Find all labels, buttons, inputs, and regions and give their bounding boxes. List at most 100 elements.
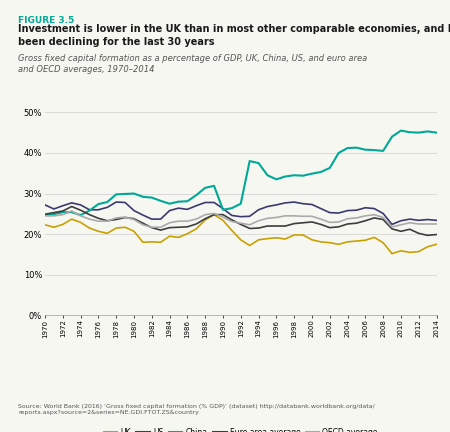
UK bbox=[131, 229, 137, 234]
OECD average bbox=[149, 225, 154, 230]
Euro area average bbox=[212, 212, 217, 217]
Euro area average bbox=[256, 226, 261, 231]
US bbox=[256, 207, 261, 213]
UK bbox=[336, 242, 341, 247]
US bbox=[265, 204, 270, 209]
OECD average bbox=[69, 208, 74, 213]
Euro area average bbox=[363, 218, 368, 223]
China bbox=[407, 130, 413, 135]
Euro area average bbox=[265, 223, 270, 229]
China bbox=[51, 212, 57, 217]
China bbox=[122, 191, 128, 197]
US bbox=[220, 206, 225, 211]
China bbox=[87, 208, 92, 213]
China bbox=[292, 173, 297, 178]
Text: FIGURE 3.5: FIGURE 3.5 bbox=[18, 16, 74, 25]
Euro area average bbox=[372, 215, 377, 220]
Euro area average bbox=[398, 229, 404, 234]
China bbox=[149, 195, 154, 200]
China bbox=[434, 130, 439, 135]
US bbox=[407, 216, 413, 222]
Euro area average bbox=[184, 224, 190, 229]
US bbox=[122, 200, 128, 205]
Line: OECD average: OECD average bbox=[45, 211, 436, 227]
Euro area average bbox=[229, 217, 234, 222]
China bbox=[372, 147, 377, 152]
China bbox=[78, 213, 83, 218]
US bbox=[398, 218, 404, 223]
UK bbox=[256, 237, 261, 242]
China bbox=[184, 199, 190, 204]
OECD average bbox=[229, 219, 234, 224]
US bbox=[149, 216, 154, 222]
China bbox=[167, 201, 172, 206]
OECD average bbox=[184, 219, 190, 224]
OECD average bbox=[202, 212, 208, 217]
Euro area average bbox=[318, 222, 324, 227]
China bbox=[354, 145, 359, 150]
US bbox=[292, 200, 297, 205]
UK bbox=[292, 232, 297, 238]
US bbox=[42, 202, 48, 207]
UK bbox=[398, 248, 404, 254]
China bbox=[247, 159, 252, 164]
OECD average bbox=[380, 215, 386, 220]
Euro area average bbox=[194, 221, 199, 226]
Text: Investment is lower in the UK than in most other comparable economies, and has
b: Investment is lower in the UK than in mo… bbox=[18, 24, 450, 47]
China bbox=[140, 194, 146, 200]
Euro area average bbox=[416, 231, 421, 236]
US bbox=[363, 205, 368, 210]
Euro area average bbox=[309, 219, 315, 225]
China bbox=[425, 129, 430, 134]
OECD average bbox=[407, 220, 413, 226]
UK bbox=[434, 242, 439, 247]
UK bbox=[407, 250, 413, 255]
China bbox=[345, 146, 350, 151]
OECD average bbox=[256, 218, 261, 223]
US bbox=[434, 218, 439, 223]
China bbox=[238, 201, 243, 206]
China bbox=[202, 185, 208, 191]
Euro area average bbox=[167, 225, 172, 230]
Line: Euro area average: Euro area average bbox=[45, 206, 436, 235]
Euro area average bbox=[131, 216, 137, 221]
OECD average bbox=[398, 222, 404, 227]
OECD average bbox=[176, 219, 181, 224]
Euro area average bbox=[104, 218, 110, 223]
China bbox=[176, 199, 181, 204]
OECD average bbox=[309, 214, 315, 219]
UK bbox=[318, 239, 324, 245]
Legend: UK, US, China, Euro area average, OECD average: UK, US, China, Euro area average, OECD a… bbox=[100, 425, 381, 432]
China bbox=[300, 173, 306, 178]
Text: Gross fixed capital formation as a percentage of GDP, UK, China, US, and euro ar: Gross fixed capital formation as a perce… bbox=[18, 54, 367, 74]
UK bbox=[274, 235, 279, 240]
Euro area average bbox=[176, 225, 181, 230]
OECD average bbox=[389, 224, 395, 229]
Euro area average bbox=[345, 221, 350, 226]
OECD average bbox=[247, 222, 252, 227]
China bbox=[274, 177, 279, 182]
OECD average bbox=[283, 213, 288, 219]
US bbox=[113, 200, 119, 205]
Euro area average bbox=[238, 222, 243, 227]
US bbox=[212, 200, 217, 205]
OECD average bbox=[51, 213, 57, 219]
US bbox=[283, 200, 288, 206]
UK bbox=[372, 235, 377, 240]
UK bbox=[238, 237, 243, 242]
UK bbox=[363, 238, 368, 243]
US bbox=[318, 206, 324, 211]
UK bbox=[60, 222, 66, 227]
US bbox=[354, 208, 359, 213]
UK bbox=[247, 243, 252, 248]
OECD average bbox=[87, 216, 92, 222]
OECD average bbox=[318, 216, 324, 222]
UK bbox=[345, 239, 350, 245]
China bbox=[194, 193, 199, 198]
UK bbox=[220, 218, 225, 223]
UK bbox=[229, 228, 234, 233]
US bbox=[238, 214, 243, 219]
UK bbox=[327, 240, 333, 245]
OECD average bbox=[416, 221, 421, 226]
Euro area average bbox=[407, 227, 413, 232]
